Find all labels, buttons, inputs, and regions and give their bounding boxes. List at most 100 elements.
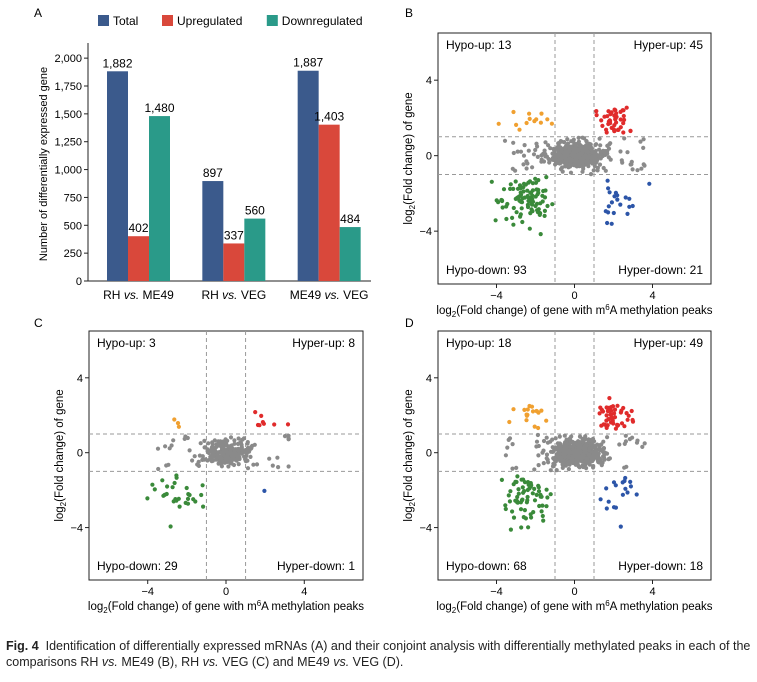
point-hyper-up: [621, 121, 626, 126]
point-hyper-up: [599, 118, 604, 123]
point-not-significant: [514, 465, 519, 470]
y-tick-label: −4: [419, 226, 432, 238]
x-category-label: ME49 vs. VEG: [290, 288, 369, 302]
point-not-significant: [224, 447, 229, 452]
point-hypo-down: [542, 213, 547, 218]
point-not-significant: [232, 441, 237, 446]
point-hypo-down: [508, 182, 513, 187]
point-not-significant: [555, 158, 561, 163]
point-not-significant: [573, 448, 579, 453]
point-hypo-up: [514, 122, 519, 127]
point-hypo-up: [532, 424, 537, 429]
point-hypo-down: [529, 207, 534, 212]
bar-value-label: 897: [203, 166, 223, 180]
point-hypo-down: [517, 183, 523, 188]
point-hyper-down: [618, 202, 623, 207]
point-not-significant: [574, 158, 579, 163]
panel-label-c: C: [34, 316, 43, 330]
point-not-significant: [569, 456, 575, 461]
point-not-significant: [276, 465, 281, 470]
point-not-significant: [545, 440, 551, 445]
x-category-label: RH vs. ME49: [103, 288, 174, 302]
point-hyper-down: [623, 195, 628, 200]
point-not-significant: [156, 466, 161, 472]
point-not-significant: [532, 467, 537, 472]
point-not-significant: [549, 157, 555, 162]
point-not-significant: [242, 454, 247, 459]
point-not-significant: [511, 140, 516, 145]
point-hypo-down: [168, 524, 173, 529]
point-not-significant: [622, 136, 627, 141]
label-part: 2: [408, 204, 417, 209]
point-not-significant: [563, 461, 569, 466]
point-hypo-down: [522, 195, 527, 200]
point-not-significant: [560, 465, 565, 470]
point-hyper-down: [606, 210, 611, 215]
x-tick-label: −4: [490, 290, 503, 302]
point-hypo-down: [535, 208, 540, 213]
point-not-significant: [573, 462, 578, 467]
point-hypo-down: [501, 187, 507, 192]
point-hyper-up: [618, 125, 623, 130]
point-hypo-down: [542, 195, 548, 200]
point-hypo-down: [513, 179, 518, 184]
point-hypo-down: [537, 212, 542, 217]
bar-value-label: 402: [128, 221, 148, 235]
quadrant-label-hyper-up: Hyper-up: 8: [292, 336, 355, 350]
point-hypo-down: [520, 497, 525, 502]
point-not-significant: [559, 154, 565, 159]
point-hypo-down: [520, 485, 525, 490]
point-not-significant: [598, 143, 603, 148]
point-not-significant: [209, 459, 214, 464]
point-not-significant: [573, 440, 578, 445]
point-not-significant: [602, 452, 607, 457]
point-not-significant: [548, 146, 553, 151]
bar-upregulated-0: [128, 236, 149, 281]
point-hypo-down: [540, 503, 545, 508]
point-hypo-down: [533, 194, 538, 199]
point-hyper-down: [605, 220, 610, 226]
point-hypo-down: [538, 201, 543, 206]
point-not-significant: [604, 151, 609, 156]
point-hypo-up: [527, 111, 532, 116]
bar-value-label: 560: [245, 204, 265, 218]
point-not-significant: [603, 168, 608, 173]
point-not-significant: [558, 160, 563, 165]
point-not-significant: [202, 438, 207, 443]
point-not-significant: [515, 149, 520, 154]
point-hyper-down: [611, 480, 617, 485]
caption-segment: vs.: [101, 655, 118, 669]
point-not-significant: [542, 148, 547, 153]
point-hypo-down: [511, 205, 516, 211]
point-hyper-down: [615, 197, 620, 202]
label-part: (Fold change) of gene: [54, 389, 66, 502]
point-not-significant: [535, 144, 540, 149]
point-hypo-down: [530, 188, 536, 193]
point-hypo-down: [521, 490, 526, 495]
point-not-significant: [510, 466, 515, 471]
point-hypo-down: [516, 487, 521, 492]
point-hypo-up: [175, 421, 181, 426]
label-part: log: [403, 209, 415, 224]
label-part: ME49: [290, 288, 325, 302]
bar-value-label: 1,480: [144, 101, 174, 115]
point-hyper-down: [627, 204, 632, 209]
point-hypo-up: [511, 407, 516, 412]
point-not-significant: [587, 446, 592, 451]
point-not-significant: [571, 154, 576, 159]
label-part: RH: [103, 288, 124, 302]
point-hypo-up: [534, 409, 540, 414]
point-not-significant: [576, 139, 582, 144]
point-not-significant: [566, 453, 571, 458]
point-not-significant: [602, 457, 607, 462]
point-hypo-down: [532, 498, 538, 503]
point-not-significant: [560, 461, 565, 466]
point-not-significant: [619, 158, 624, 163]
point-not-significant: [562, 140, 567, 145]
point-not-significant: [219, 456, 224, 461]
point-not-significant: [521, 162, 526, 167]
point-hypo-down: [518, 507, 524, 512]
bar-upregulated-1: [223, 243, 245, 281]
point-hyper-up: [624, 105, 629, 110]
point-not-significant: [547, 160, 552, 165]
